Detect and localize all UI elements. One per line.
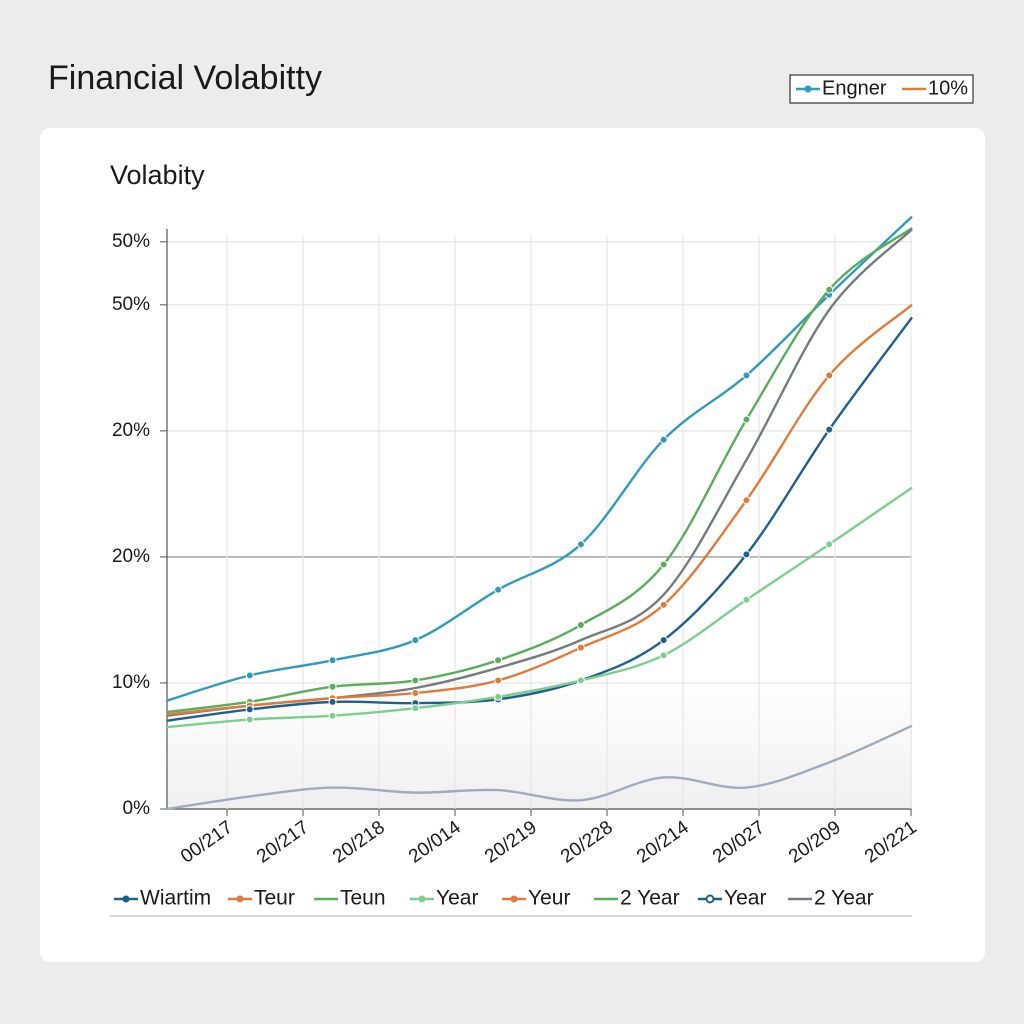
point <box>576 620 585 629</box>
series-line <box>166 724 913 811</box>
point <box>328 682 337 691</box>
legend-label: Teun <box>340 887 386 910</box>
point <box>742 595 751 604</box>
point <box>659 435 668 444</box>
legend-marker <box>122 895 130 903</box>
point <box>328 697 337 706</box>
band <box>167 680 912 809</box>
point <box>659 651 668 660</box>
legend-marker <box>418 895 426 903</box>
legend-label: Wiartim <box>140 887 211 910</box>
top-legend-box <box>789 74 974 104</box>
point <box>576 540 585 549</box>
y-tick-label: 50% <box>112 231 150 252</box>
point <box>742 371 751 380</box>
point <box>245 705 254 714</box>
series-line <box>166 226 913 714</box>
point <box>742 415 751 424</box>
point <box>742 550 751 559</box>
series-line <box>166 316 913 722</box>
chart-subtitle: Volabity <box>110 160 205 190</box>
point <box>825 540 834 549</box>
point <box>494 656 503 665</box>
legend-marker <box>804 85 812 93</box>
point <box>328 711 337 720</box>
y-tick-label: 10% <box>112 672 150 693</box>
point <box>659 600 668 609</box>
legend-marker <box>236 895 244 903</box>
point <box>742 496 751 505</box>
legend-marker <box>705 894 715 904</box>
legend-label: 2 Year <box>620 887 680 910</box>
point <box>411 689 420 698</box>
legend-label: Year <box>724 887 766 910</box>
point <box>825 371 834 380</box>
y-tick-label: 0% <box>123 798 151 819</box>
point <box>494 585 503 594</box>
series-line <box>166 486 913 729</box>
point <box>576 643 585 652</box>
y-tick-label: 20% <box>112 546 150 567</box>
y-tick-label: 50% <box>112 294 150 315</box>
legend-marker <box>510 895 518 903</box>
series-line <box>166 215 913 702</box>
legend-label: 10% <box>928 77 968 99</box>
page-title: Financial Volabitty <box>48 59 322 97</box>
point <box>659 636 668 645</box>
legend-label: Year <box>436 887 478 910</box>
point <box>245 671 254 680</box>
point <box>245 715 254 724</box>
y-tick-label: 20% <box>112 420 150 441</box>
legend-label: Teur <box>254 887 295 910</box>
legend-label: 2 Year <box>814 887 874 910</box>
point <box>576 676 585 685</box>
point <box>411 704 420 713</box>
legend-label: Yeur <box>528 887 570 910</box>
point <box>411 636 420 645</box>
point <box>825 425 834 434</box>
point <box>825 285 834 294</box>
point <box>328 656 337 665</box>
legend-label: Engner <box>822 77 887 99</box>
point <box>411 676 420 685</box>
point <box>494 692 503 701</box>
point <box>659 560 668 569</box>
point <box>494 676 503 685</box>
series-line <box>166 303 913 716</box>
